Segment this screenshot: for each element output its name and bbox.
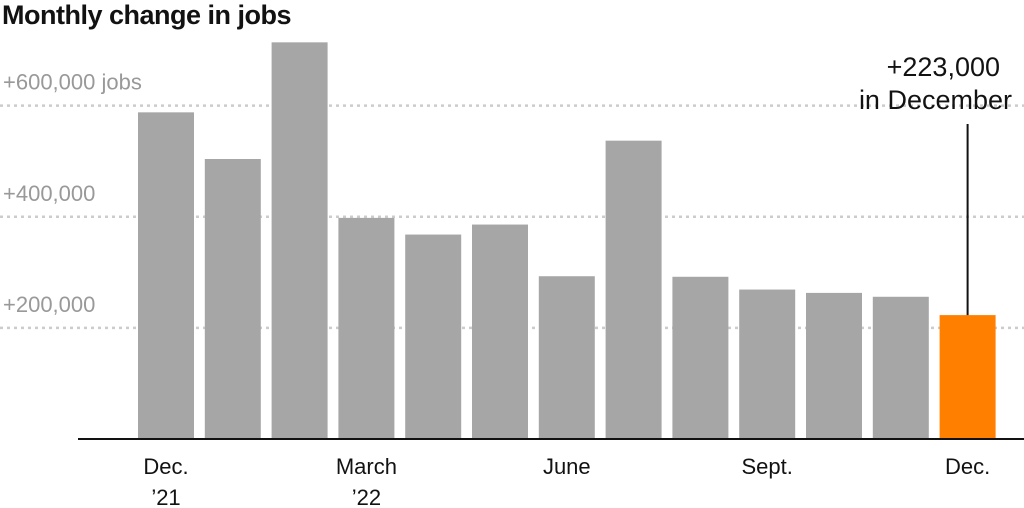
- y-tick-labels: +200,000 +400,000 +600,000 jobs: [3, 70, 142, 317]
- bar: [138, 112, 194, 439]
- annotation: +223,000 in December: [859, 52, 1012, 316]
- bar: [538, 276, 595, 439]
- bar: [672, 276, 729, 439]
- bar: [872, 296, 929, 439]
- bar: [605, 140, 662, 439]
- bar: [271, 42, 328, 439]
- x-tick-label: Dec. ’21: [143, 454, 188, 508]
- y-tick-label: +200,000: [3, 292, 95, 317]
- x-tick-labels: Dec. ’21 March ’22 June Sept. Dec.: [143, 454, 990, 508]
- x-tick-label: Dec.: [945, 454, 990, 479]
- y-tick-label: +600,000 jobs: [3, 70, 142, 95]
- bar: [204, 159, 261, 439]
- chart-title: Monthly change in jobs: [2, 0, 292, 30]
- bar: [806, 292, 862, 439]
- x-tick-label: Sept.: [742, 454, 793, 479]
- bar: [338, 217, 395, 439]
- bar: [739, 289, 796, 439]
- y-tick-label: +400,000: [3, 181, 95, 206]
- bar: [472, 224, 528, 439]
- bars: [138, 42, 996, 439]
- x-tick-label: March ’22: [336, 454, 397, 508]
- bar-highlight: [939, 315, 996, 439]
- x-tick-label: June: [543, 454, 591, 479]
- bar: [405, 234, 462, 439]
- annotation-label: +223,000 in December: [859, 52, 1012, 115]
